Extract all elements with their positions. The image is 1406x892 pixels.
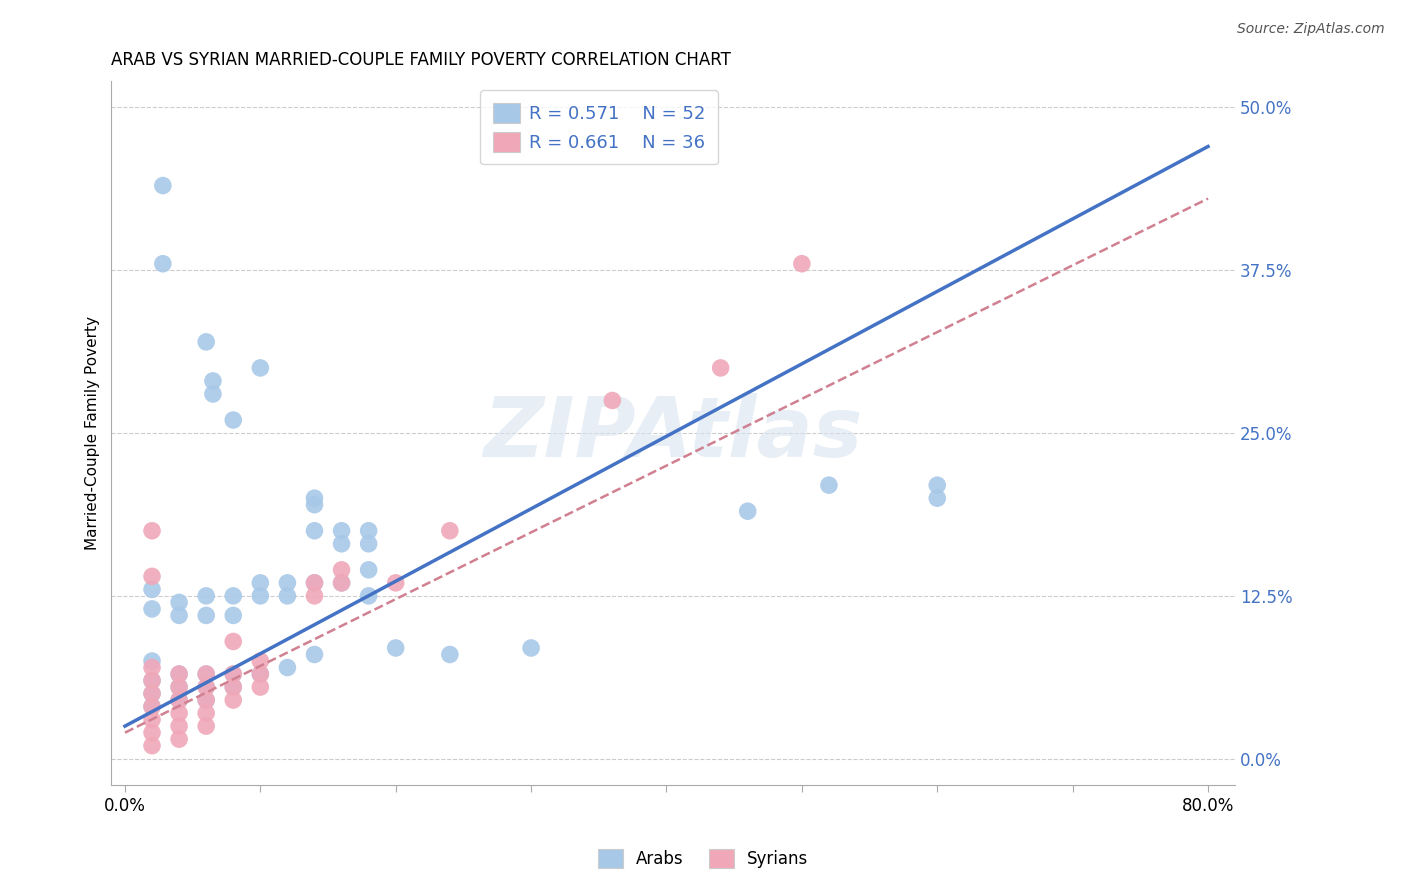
Point — [384, 575, 406, 590]
Point — [201, 374, 224, 388]
Point — [276, 575, 298, 590]
Point — [222, 693, 245, 707]
Point — [222, 667, 245, 681]
Point — [141, 687, 163, 701]
Point — [222, 634, 245, 648]
Point — [249, 589, 271, 603]
Point — [304, 575, 326, 590]
Point — [195, 667, 218, 681]
Point — [276, 660, 298, 674]
Point — [167, 693, 190, 707]
Legend: R = 0.571    N = 52, R = 0.661    N = 36: R = 0.571 N = 52, R = 0.661 N = 36 — [479, 90, 718, 164]
Point — [141, 602, 163, 616]
Point — [222, 589, 245, 603]
Point — [304, 498, 326, 512]
Point — [152, 178, 174, 193]
Point — [195, 706, 218, 720]
Point — [276, 589, 298, 603]
Point — [141, 660, 163, 674]
Point — [195, 693, 218, 707]
Point — [141, 582, 163, 597]
Point — [167, 608, 190, 623]
Point — [927, 478, 949, 492]
Point — [167, 706, 190, 720]
Point — [141, 699, 163, 714]
Point — [167, 693, 190, 707]
Point — [201, 387, 224, 401]
Point — [818, 478, 841, 492]
Point — [439, 524, 461, 538]
Point — [520, 640, 543, 655]
Point — [152, 257, 174, 271]
Point — [167, 719, 190, 733]
Point — [141, 699, 163, 714]
Legend: Arabs, Syrians: Arabs, Syrians — [591, 843, 815, 875]
Point — [195, 680, 218, 694]
Point — [167, 680, 190, 694]
Point — [167, 667, 190, 681]
Point — [222, 413, 245, 427]
Point — [195, 693, 218, 707]
Point — [249, 575, 271, 590]
Text: ARAB VS SYRIAN MARRIED-COUPLE FAMILY POVERTY CORRELATION CHART: ARAB VS SYRIAN MARRIED-COUPLE FAMILY POV… — [111, 51, 731, 69]
Point — [330, 563, 353, 577]
Point — [141, 524, 163, 538]
Point — [141, 687, 163, 701]
Text: ZIPAtlas: ZIPAtlas — [484, 392, 863, 474]
Point — [222, 680, 245, 694]
Point — [602, 393, 624, 408]
Point — [249, 667, 271, 681]
Point — [141, 673, 163, 688]
Point — [167, 667, 190, 681]
Point — [304, 648, 326, 662]
Point — [357, 563, 380, 577]
Point — [141, 569, 163, 583]
Point — [195, 334, 218, 349]
Point — [167, 595, 190, 609]
Point — [222, 680, 245, 694]
Point — [304, 575, 326, 590]
Point — [304, 589, 326, 603]
Point — [141, 725, 163, 739]
Point — [141, 739, 163, 753]
Point — [439, 648, 461, 662]
Point — [141, 654, 163, 668]
Point — [195, 719, 218, 733]
Point — [222, 667, 245, 681]
Point — [222, 608, 245, 623]
Point — [195, 667, 218, 681]
Point — [737, 504, 759, 518]
Point — [249, 654, 271, 668]
Point — [357, 524, 380, 538]
Point — [384, 640, 406, 655]
Point — [330, 524, 353, 538]
Point — [304, 524, 326, 538]
Point — [195, 680, 218, 694]
Point — [141, 673, 163, 688]
Point — [927, 491, 949, 505]
Point — [710, 360, 733, 375]
Point — [330, 575, 353, 590]
Point — [249, 667, 271, 681]
Point — [195, 608, 218, 623]
Point — [167, 732, 190, 747]
Point — [141, 713, 163, 727]
Point — [249, 360, 271, 375]
Point — [304, 491, 326, 505]
Point — [330, 575, 353, 590]
Point — [330, 537, 353, 551]
Point — [357, 537, 380, 551]
Point — [790, 257, 813, 271]
Point — [357, 589, 380, 603]
Point — [249, 680, 271, 694]
Point — [167, 680, 190, 694]
Text: Source: ZipAtlas.com: Source: ZipAtlas.com — [1237, 22, 1385, 37]
Point — [195, 589, 218, 603]
Y-axis label: Married-Couple Family Poverty: Married-Couple Family Poverty — [86, 316, 100, 550]
